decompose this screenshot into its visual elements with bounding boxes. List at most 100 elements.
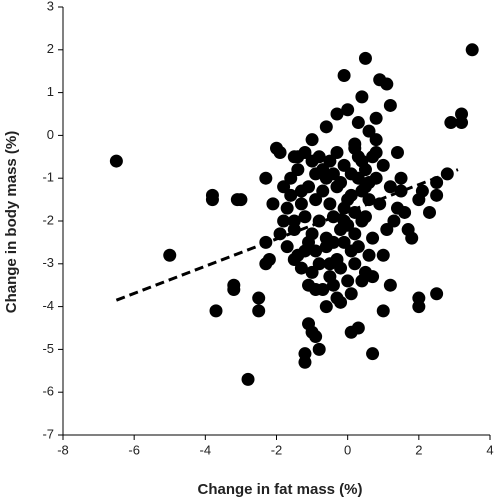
point — [312, 257, 326, 271]
point — [366, 150, 380, 164]
point — [334, 295, 348, 309]
point — [387, 214, 401, 228]
point — [266, 197, 280, 211]
y-tick-label: -5 — [42, 341, 54, 356]
point — [326, 278, 340, 292]
point — [309, 282, 323, 296]
point — [330, 180, 344, 194]
point — [358, 51, 372, 65]
point — [341, 218, 355, 232]
point — [366, 231, 380, 245]
point — [348, 137, 362, 151]
point — [330, 146, 344, 160]
point — [284, 188, 298, 202]
point — [205, 193, 219, 207]
point — [309, 330, 323, 344]
point — [252, 304, 266, 318]
point — [337, 235, 351, 249]
point — [302, 180, 316, 194]
point — [302, 235, 316, 249]
point — [373, 197, 387, 211]
point — [294, 261, 308, 275]
point — [355, 184, 369, 198]
point — [341, 274, 355, 288]
point — [358, 163, 372, 177]
y-tick-label: -3 — [42, 255, 54, 270]
point — [390, 201, 404, 215]
point — [369, 171, 383, 185]
point — [291, 163, 305, 177]
point — [390, 146, 404, 160]
point — [376, 304, 390, 318]
x-tick-label: -6 — [128, 442, 140, 457]
point — [355, 90, 369, 104]
y-tick-label: -6 — [42, 384, 54, 399]
y-tick-label: 1 — [47, 84, 54, 99]
x-tick-label: 4 — [486, 442, 493, 457]
y-axis-label: Change in body mass (%) — [3, 131, 20, 314]
point — [284, 171, 298, 185]
point — [319, 120, 333, 134]
point — [312, 342, 326, 356]
point — [351, 321, 365, 335]
point — [337, 158, 351, 172]
point — [369, 111, 383, 125]
point — [280, 201, 294, 215]
x-axis-label: Change in fat mass (%) — [197, 481, 362, 498]
point — [252, 291, 266, 305]
point — [319, 300, 333, 314]
y-tick-label: -2 — [42, 212, 54, 227]
point — [298, 210, 312, 224]
point — [430, 188, 444, 202]
x-tick-label: 0 — [344, 442, 351, 457]
point — [383, 98, 397, 112]
point — [334, 261, 348, 275]
point — [412, 300, 426, 314]
point — [362, 124, 376, 138]
point — [376, 248, 390, 262]
point — [394, 171, 408, 185]
point — [234, 193, 248, 207]
point — [273, 146, 287, 160]
point — [323, 154, 337, 168]
point — [163, 248, 177, 262]
point — [380, 77, 394, 91]
point — [287, 150, 301, 164]
point — [262, 253, 276, 267]
point — [355, 274, 369, 288]
point — [298, 355, 312, 369]
point — [430, 287, 444, 301]
point — [280, 240, 294, 254]
point — [415, 184, 429, 198]
point — [312, 150, 326, 164]
point — [323, 197, 337, 211]
y-tick-label: 3 — [47, 0, 54, 13]
point — [337, 201, 351, 215]
point — [109, 154, 123, 168]
x-tick-label: -2 — [271, 442, 283, 457]
point — [305, 133, 319, 147]
point — [358, 210, 372, 224]
point — [341, 103, 355, 117]
point — [241, 372, 255, 386]
point — [309, 244, 323, 258]
point — [294, 197, 308, 211]
point — [380, 223, 394, 237]
y-tick-label: 0 — [47, 127, 54, 142]
point — [348, 227, 362, 241]
point — [259, 171, 273, 185]
point — [337, 68, 351, 82]
point — [344, 188, 358, 202]
point — [277, 180, 291, 194]
point — [351, 171, 365, 185]
point — [348, 257, 362, 271]
point — [366, 347, 380, 361]
point — [305, 265, 319, 279]
x-tick-label: -4 — [200, 442, 212, 457]
point — [362, 248, 376, 262]
point — [330, 107, 344, 121]
point — [227, 282, 241, 296]
point — [351, 116, 365, 130]
